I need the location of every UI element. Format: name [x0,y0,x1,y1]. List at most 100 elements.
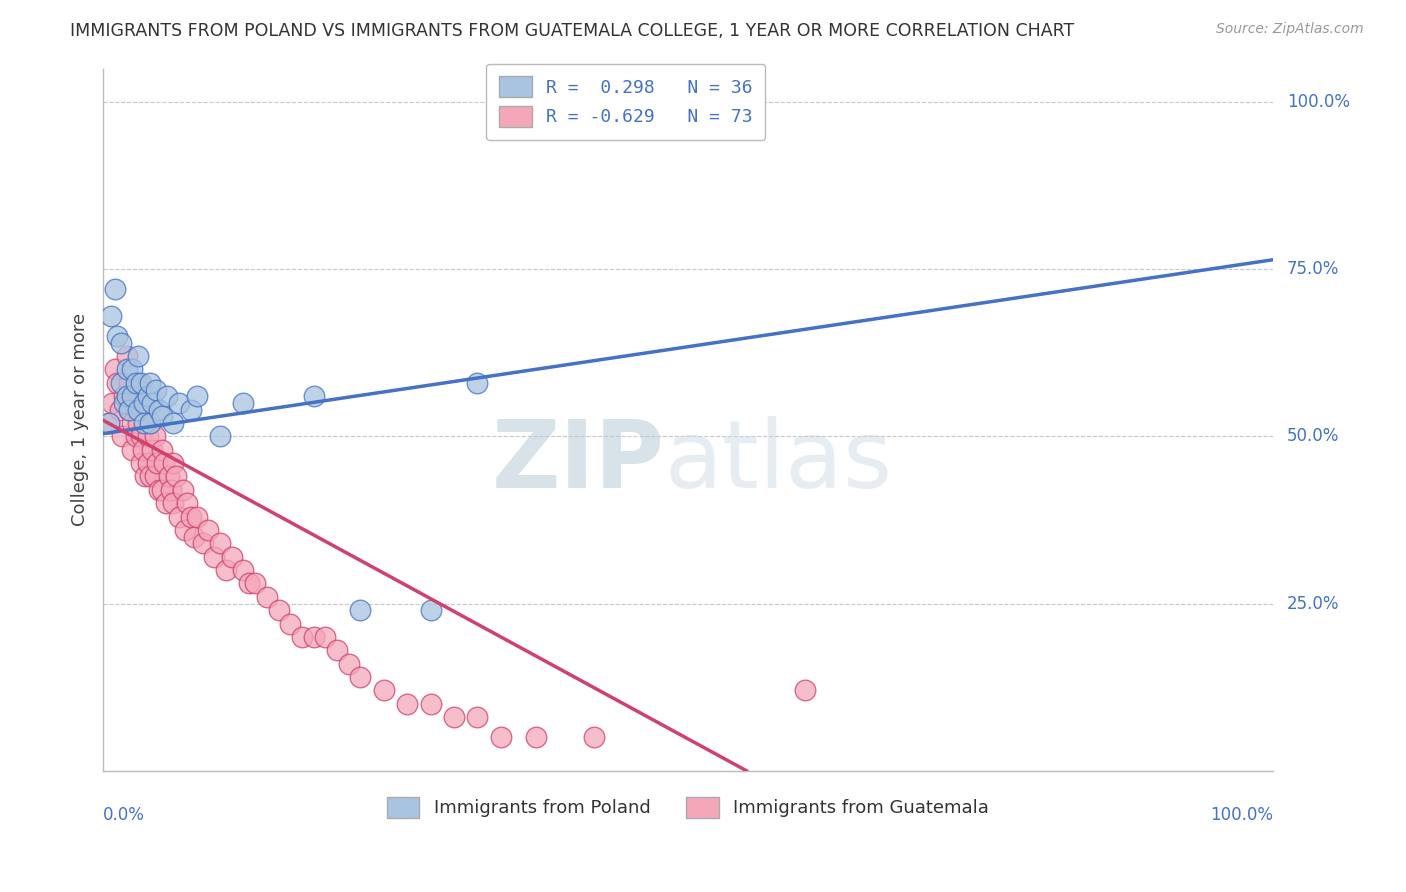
Point [115,389,138,403]
Point [134,469,156,483]
Point [110,335,132,350]
Point [121,389,143,403]
Point [165,469,187,483]
Point [156,389,179,403]
Point [121,442,143,457]
Point [209,536,232,550]
Point [302,630,325,644]
Point [148,483,170,497]
Point [100,309,122,323]
Point [129,429,152,443]
Point [127,402,149,417]
Point [176,496,198,510]
Point [209,429,232,443]
Point [121,416,143,430]
Point [129,376,152,390]
Point [139,469,162,483]
Point [489,731,512,745]
Point [118,376,141,390]
Text: atlas: atlas [665,416,893,508]
Point [291,630,314,644]
Point [267,603,290,617]
Point [104,282,127,296]
Point [108,402,131,417]
Point [419,603,441,617]
Point [132,442,155,457]
Point [583,731,606,745]
Point [232,396,254,410]
Point [162,496,184,510]
Point [148,402,170,417]
Point [326,643,349,657]
Point [221,549,243,564]
Point [232,563,254,577]
Point [467,376,489,390]
Point [98,416,121,430]
Text: IMMIGRANTS FROM POLAND VS IMMIGRANTS FROM GUATEMALA COLLEGE, 1 YEAR OR MORE CORR: IMMIGRANTS FROM POLAND VS IMMIGRANTS FRO… [70,22,1074,40]
Point [141,442,163,457]
Text: 75.0%: 75.0% [1286,260,1339,278]
Text: Source: ZipAtlas.com: Source: ZipAtlas.com [1216,22,1364,37]
Point [238,576,260,591]
Point [186,509,208,524]
Point [127,376,149,390]
Point [524,731,547,745]
Point [129,456,152,470]
Point [125,429,148,443]
Point [143,469,166,483]
Y-axis label: College, 1 year or more: College, 1 year or more [72,313,89,526]
Point [256,590,278,604]
Text: 100.0%: 100.0% [1286,93,1350,111]
Point [125,376,148,390]
Point [202,549,225,564]
Point [197,523,219,537]
Point [186,389,208,403]
Point [110,376,132,390]
Point [167,509,190,524]
Text: 100.0%: 100.0% [1209,805,1272,824]
Point [139,376,162,390]
Point [132,396,155,410]
Point [111,429,134,443]
Point [105,376,128,390]
Point [112,396,135,410]
Point [180,402,202,417]
Point [153,456,176,470]
Point [150,409,173,424]
Point [302,389,325,403]
Point [349,670,371,684]
Text: ZIP: ZIP [492,416,665,508]
Point [132,396,155,410]
Point [373,683,395,698]
Point [150,483,173,497]
Point [419,697,441,711]
Point [160,483,183,497]
Point [118,402,141,417]
Point [167,396,190,410]
Point [150,442,173,457]
Point [314,630,336,644]
Point [146,456,169,470]
Point [125,396,148,410]
Point [155,496,177,510]
Point [136,389,159,403]
Point [183,530,205,544]
Point [141,396,163,410]
Point [139,416,162,430]
Text: 25.0%: 25.0% [1286,594,1340,613]
Point [127,416,149,430]
Point [243,576,266,591]
Point [162,456,184,470]
Point [98,416,121,430]
Point [157,469,180,483]
Point [139,416,162,430]
Point [145,383,167,397]
Point [143,429,166,443]
Point [172,483,194,497]
Point [115,362,138,376]
Point [121,362,143,376]
Point [443,710,465,724]
Point [174,523,197,537]
Text: 0.0%: 0.0% [103,805,145,824]
Point [180,509,202,524]
